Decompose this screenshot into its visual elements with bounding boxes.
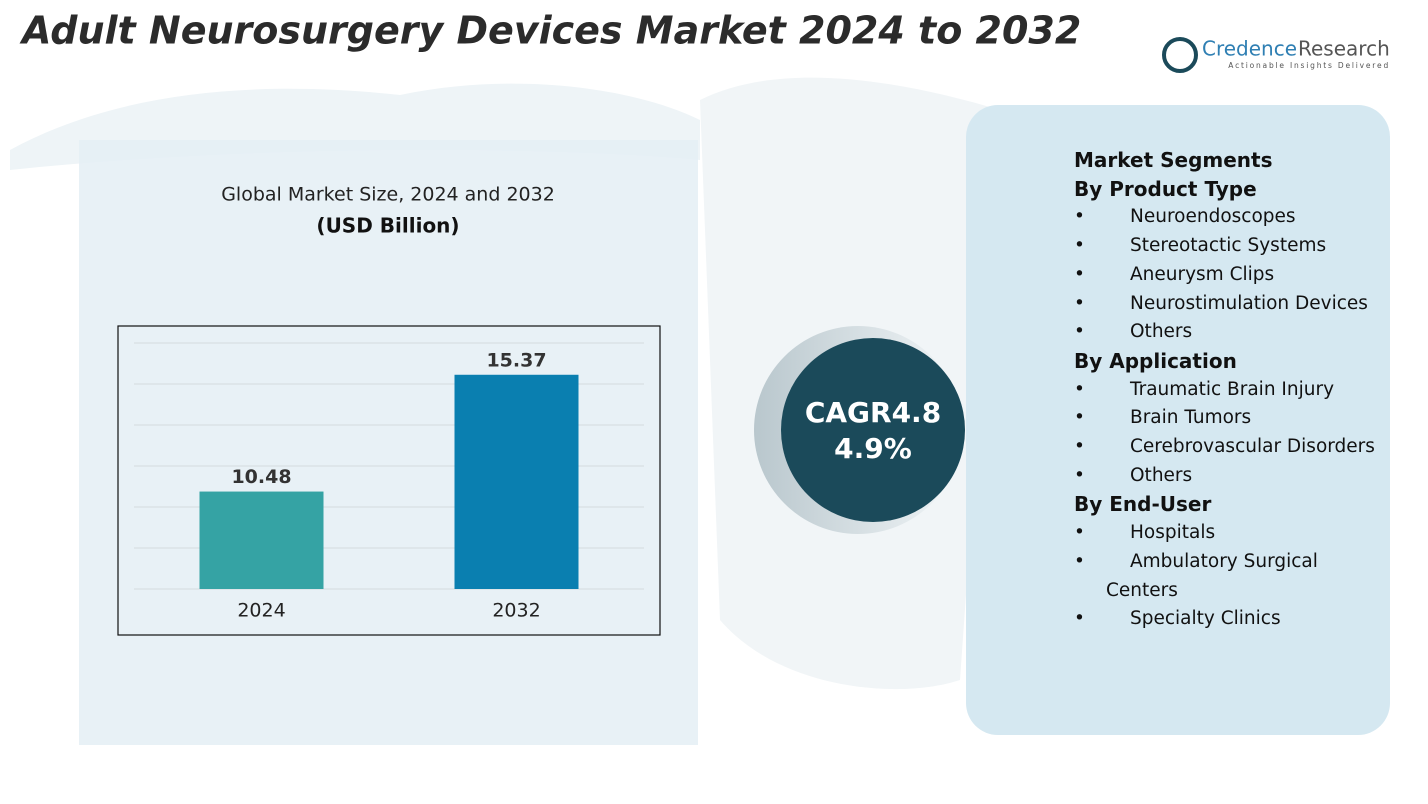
chart-panel: [79, 140, 698, 745]
segment-item-text: Others: [1130, 464, 1193, 486]
segment-item: • Traumatic Brain Injury: [1074, 376, 1386, 405]
bullet: •: [1074, 235, 1085, 257]
logo-name: Credence: [1202, 37, 1297, 61]
segment-item-text: Stereotactic Systems: [1130, 235, 1327, 257]
bullet: •: [1074, 263, 1085, 285]
segment-item: • Specialty Clinics: [1074, 605, 1386, 634]
segment-item-text: Aneurysm Clips: [1130, 263, 1275, 285]
bullet: •: [1074, 522, 1085, 544]
segment-item-text: Brain Tumors: [1130, 407, 1252, 429]
segment-item: • Cerebrovascular Disorders: [1074, 433, 1386, 462]
bar: [454, 374, 579, 589]
value-label: 10.48: [231, 466, 291, 488]
segment-heading: By Application: [1074, 348, 1237, 373]
segments-title: Market Segments: [1074, 148, 1273, 172]
cagr-value: 4.9%: [834, 432, 912, 465]
segment-item-text: Neurostimulation Devices: [1130, 292, 1368, 314]
bullet: •: [1074, 206, 1085, 228]
segment-item: • Ambulatory Surgical Centers: [1074, 548, 1386, 605]
bullet: •: [1074, 321, 1085, 343]
segments-list: Market Segments By Product Type • Neuroendo…: [1074, 146, 1386, 634]
logo-tagline: Actionable Insights Delivered: [1228, 61, 1390, 70]
bullet: •: [1074, 464, 1085, 486]
x-tick-label: 2024: [237, 600, 285, 622]
page-title: Adult Neurosurgery Devices Market 2024 t…: [19, 9, 1081, 53]
cagr-circle: [781, 338, 965, 522]
logo-icon: [1162, 37, 1198, 73]
chart-frame: [117, 325, 661, 636]
cagr-label: CAGR4.8: [805, 396, 941, 429]
segment-item: • Hospitals: [1074, 519, 1386, 548]
segment-heading: By End-User: [1074, 492, 1212, 517]
value-label: 15.37: [486, 349, 546, 371]
bullet: •: [1074, 436, 1085, 458]
segment-item: • Neurostimulation Devices: [1074, 290, 1386, 319]
logo-name: Research: [1298, 37, 1390, 61]
bullet: •: [1074, 292, 1085, 314]
segment-item: • Others: [1074, 318, 1386, 347]
chart-subtitle: (USD Billion): [316, 214, 459, 238]
segment-item-text: Hospitals: [1130, 522, 1216, 544]
segment-item-text: Neuroendoscopes: [1130, 206, 1296, 228]
chart-title: Global Market Size, 2024 and 2032: [221, 184, 555, 206]
segment-item: • Neuroendoscopes: [1074, 203, 1386, 232]
bullet: •: [1074, 378, 1085, 400]
bullet: •: [1074, 550, 1085, 572]
segment-item-text: Specialty Clinics: [1130, 608, 1281, 630]
segment-item: • Aneurysm Clips: [1074, 261, 1386, 290]
segment-item-text: Traumatic Brain Injury: [1130, 378, 1335, 400]
segment-item: • Brain Tumors: [1074, 404, 1386, 433]
segments-panel: [966, 105, 1390, 735]
segment-heading: By Product Type: [1074, 176, 1257, 201]
segment-item-text: Cerebrovascular Disorders: [1130, 436, 1375, 458]
segment-item-text: Ambulatory Surgical Centers: [1106, 550, 1318, 601]
segment-item: • Others: [1074, 462, 1386, 491]
segment-item-text: Others: [1130, 321, 1193, 343]
bullet: •: [1074, 608, 1085, 630]
bar: [199, 491, 324, 589]
bullet: •: [1074, 407, 1085, 429]
segment-item: • Stereotactic Systems: [1074, 232, 1386, 261]
x-tick-label: 2032: [492, 600, 540, 622]
